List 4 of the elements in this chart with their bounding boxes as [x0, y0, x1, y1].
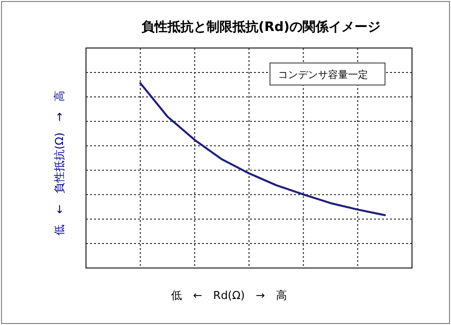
- chart-title: 負性抵抗と制限抵抗(Rd)の関係イメージ: [141, 19, 381, 35]
- x-axis-title: 低 ← Rd(Ω) → 高: [170, 289, 288, 302]
- text: コンデンサ容量一定: [278, 69, 368, 81]
- y-axis-title: 低 ← 負性抵抗(Ω) → 高: [53, 90, 66, 236]
